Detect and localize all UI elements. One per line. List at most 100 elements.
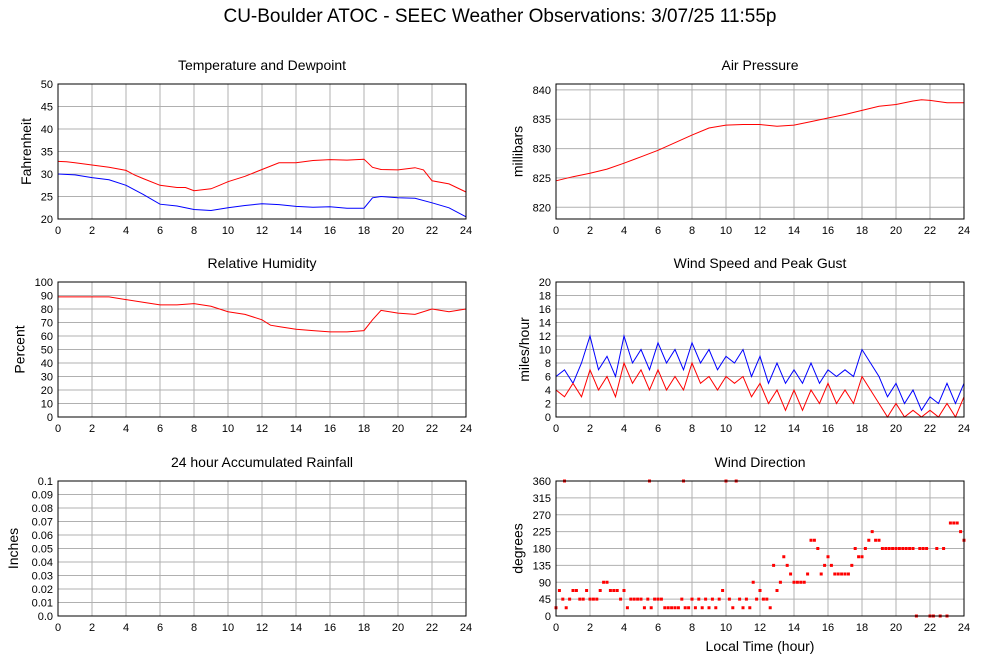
- rainfall-x-tick-label: 14: [290, 622, 302, 634]
- rainfall-x-tick-label: 6: [157, 622, 163, 634]
- direction-y-tick-label: 135: [533, 560, 551, 572]
- direction-point: [874, 538, 878, 542]
- wind-x-tick-label: 4: [621, 423, 627, 435]
- wind-x-tick-label: 22: [924, 423, 936, 435]
- direction-point: [789, 572, 793, 576]
- direction-y-tick-label: 315: [533, 493, 551, 505]
- rainfall-y-tick-label: 0.03: [32, 571, 53, 583]
- humidity-series-line-0: [58, 296, 467, 333]
- direction-point: [639, 597, 643, 601]
- direction-point: [636, 597, 640, 601]
- direction-point: [653, 597, 657, 601]
- humidity-y-tick-label: 30: [41, 372, 53, 384]
- direction-point: [772, 563, 776, 567]
- direction-point: [574, 589, 578, 592]
- pressure-x-tick-label: 16: [822, 225, 834, 237]
- direction-y-tick-label: 90: [539, 577, 551, 589]
- direction-point: [697, 597, 701, 601]
- humidity-y-tick-label: 0: [47, 412, 53, 424]
- wind-title: Wind Speed and Peak Gust: [674, 255, 847, 271]
- wind-x-tick-label: 16: [822, 423, 834, 435]
- direction-point: [863, 547, 867, 550]
- wind-x-tick-label: 24: [958, 423, 970, 435]
- pressure-x-tick-label: 12: [754, 225, 766, 237]
- direction-point: [612, 589, 616, 592]
- direction-point: [714, 606, 718, 610]
- direction-point: [683, 606, 687, 610]
- direction-point: [846, 572, 850, 576]
- direction-point: [829, 563, 833, 567]
- rainfall-x-tick-label: 2: [89, 622, 95, 634]
- direction-chart: 0 2 4 6 8 10 12 14 16 18 20 22 240459013518022527031…: [510, 454, 971, 654]
- rainfall-title: 24 hour Accumulated Rainfall: [171, 454, 353, 470]
- direction-point: [850, 563, 854, 567]
- pressure-y-tick-label: 820: [533, 202, 551, 214]
- direction-point: [700, 606, 704, 610]
- direction-y-tick-label: 225: [533, 527, 551, 539]
- wind-x-tick-label: 6: [655, 423, 661, 435]
- direction-point: [727, 597, 731, 601]
- temperature-x-tick-label: 8: [191, 225, 197, 237]
- humidity-frame: [57, 281, 467, 418]
- direction-point: [836, 572, 840, 576]
- direction-point: [891, 547, 895, 550]
- direction-point: [622, 589, 626, 592]
- direction-point: [649, 606, 653, 610]
- pressure-chart: 0 2 4 6 8 10 12 14 16 18 20 22 24820825830835840Air …: [510, 57, 971, 237]
- humidity-y-tick-label: 100: [35, 277, 53, 289]
- humidity-y-tick-label: 90: [41, 291, 53, 303]
- direction-point: [799, 580, 803, 584]
- direction-x-tick-label: 2: [587, 622, 593, 634]
- direction-point: [952, 521, 956, 525]
- rainfall-frame: [57, 480, 467, 617]
- direction-x-tick-label: 0: [553, 622, 559, 634]
- direction-point: [918, 547, 922, 550]
- direction-point: [581, 597, 585, 601]
- temperature-x-tick-label: 24: [460, 225, 472, 237]
- temperature-series-line-1: [57, 173, 467, 218]
- rainfall-y-tick-label: 0.08: [32, 503, 53, 515]
- rainfall-y-axis-label: Inches: [5, 528, 21, 569]
- direction-point: [812, 538, 816, 542]
- humidity-x-tick-label: 16: [324, 423, 336, 435]
- wind-x-tick-label: 10: [720, 423, 732, 435]
- direction-point: [802, 580, 806, 584]
- direction-point: [588, 597, 592, 601]
- direction-point: [632, 597, 636, 601]
- direction-x-tick-label: 12: [754, 622, 766, 634]
- wind-series-line-0: [555, 334, 965, 412]
- direction-point: [911, 547, 915, 550]
- rainfall-x-tick-label: 12: [256, 622, 268, 634]
- direction-point: [629, 597, 633, 601]
- pressure-x-tick-label: 18: [856, 225, 868, 237]
- temperature-x-tick-label: 6: [157, 225, 163, 237]
- wind-y-tick-label: 14: [539, 318, 551, 330]
- temperature-y-tick-label: 50: [41, 79, 53, 91]
- rainfall-x-tick-label: 20: [392, 622, 404, 634]
- wind-x-tick-label: 8: [689, 423, 695, 435]
- direction-point: [602, 580, 606, 584]
- temperature-title: Temperature and Dewpoint: [178, 57, 346, 73]
- direction-point: [894, 547, 898, 550]
- direction-point: [768, 606, 772, 610]
- direction-x-tick-label: 8: [689, 622, 695, 634]
- pressure-x-tick-label: 22: [924, 225, 936, 237]
- direction-y-tick-label: 45: [539, 594, 551, 606]
- temperature-x-tick-label: 10: [222, 225, 234, 237]
- direction-point: [887, 547, 891, 550]
- direction-point: [853, 547, 857, 550]
- direction-y-tick-label: 360: [533, 476, 551, 488]
- direction-x-tick-label: 14: [788, 622, 800, 634]
- direction-point: [877, 538, 881, 542]
- rainfall-y-tick-label: 0.05: [32, 544, 53, 556]
- pressure-y-tick-label: 830: [533, 144, 551, 156]
- rainfall-y-tick-label: 0.1: [38, 476, 53, 488]
- wind-y-axis-label: miles/hour: [516, 317, 532, 382]
- direction-point: [935, 547, 939, 550]
- direction-title: Wind Direction: [714, 454, 805, 470]
- temperature-y-tick-label: 25: [41, 192, 53, 204]
- direction-x-tick-label: 6: [655, 622, 661, 634]
- direction-point: [904, 547, 908, 550]
- wind-x-tick-label: 2: [587, 423, 593, 435]
